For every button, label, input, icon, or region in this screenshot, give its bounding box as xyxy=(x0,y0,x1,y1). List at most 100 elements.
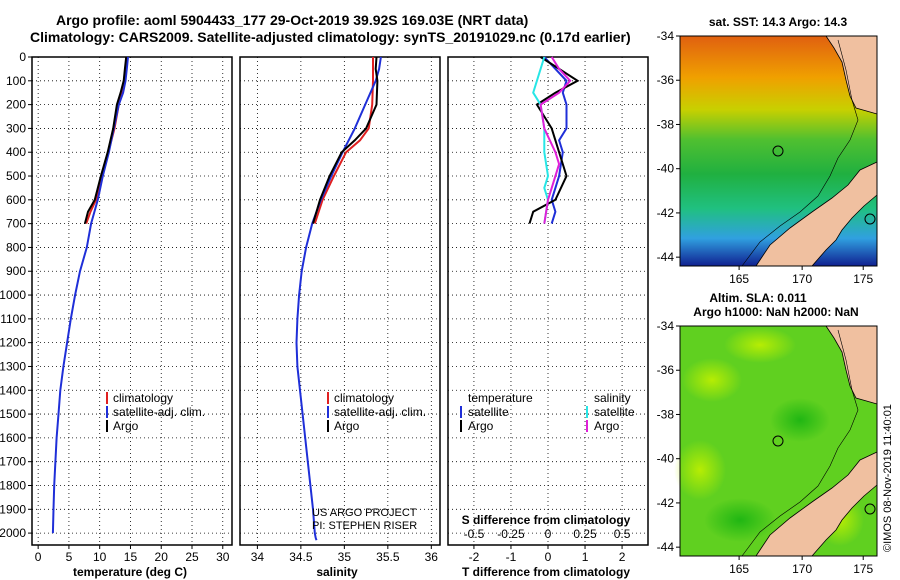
x-tick-label: 20 xyxy=(155,550,169,564)
sla-map: Altim. SLA: 0.011 Argo h1000: NaN h2000:… xyxy=(657,291,878,576)
legend-label-t-argo: Argo xyxy=(468,419,494,433)
sst-map-title: sat. SST: 14.3 Argo: 14.3 xyxy=(709,15,848,29)
series-line-s-satellite xyxy=(532,56,550,224)
x-tick-label: 35 xyxy=(338,550,352,564)
legend-label-argo: Argo xyxy=(113,419,139,433)
x-tick-label: 36 xyxy=(425,550,439,564)
x-tick-label: 25 xyxy=(185,550,199,564)
y-tick-label: 1100 xyxy=(0,312,26,326)
legend-label-s-satellite: satellite xyxy=(594,405,635,419)
map-x-tick-label: 165 xyxy=(729,562,749,576)
sla-map-subtitle: Argo h1000: NaN h2000: NaN xyxy=(693,305,858,319)
imos-timestamp: ©IMOS 08-Nov-2019 11:40:01 xyxy=(882,404,894,552)
map-y-tick-label: -40 xyxy=(657,452,675,466)
map-y-tick-label: -44 xyxy=(657,250,675,264)
sla-anomaly-blob xyxy=(770,398,830,442)
legend-label-argo: Argo xyxy=(334,419,360,433)
salinity-axis-label: salinity xyxy=(316,565,358,579)
map-y-tick-label: -34 xyxy=(657,319,675,333)
sst-bathymetry-contour xyxy=(741,39,859,267)
sla-anomaly-blob xyxy=(724,327,796,363)
map-y-tick-label: -38 xyxy=(657,407,675,421)
y-tick-label: 200 xyxy=(6,98,26,112)
x-tick-label: 30 xyxy=(216,550,230,564)
y-tick-label: 1900 xyxy=(0,502,26,516)
legend-title-temperature: temperature xyxy=(468,391,533,405)
depth-axis: 0 100 200 300 400 500 600 700 800 900 1000 1100 1200… xyxy=(0,50,32,540)
map-x-tick-label: 175 xyxy=(853,562,873,576)
sla-bathymetry-contour xyxy=(741,329,859,557)
series-line-argo xyxy=(83,56,128,224)
sst-map-axes: 165 170 175 -34 -36 -38 -40 -42 -44 xyxy=(657,29,874,286)
y-tick-label: 300 xyxy=(6,121,26,135)
salinity-series xyxy=(295,56,382,541)
sla-secondary-marker xyxy=(864,503,876,515)
x-tick-label: 0 xyxy=(35,550,42,564)
y-tick-label: 900 xyxy=(6,264,26,278)
map-y-tick-label: -36 xyxy=(657,73,675,87)
page-title-line1: Argo profile: aoml 5904433_177 29-Oct-20… xyxy=(56,12,529,28)
y-tick-label: 1300 xyxy=(0,359,26,373)
y-tick-label: 1600 xyxy=(0,431,26,445)
y-tick-label: 500 xyxy=(6,169,26,183)
y-tick-label: 800 xyxy=(6,240,26,254)
temperature-x-axis: 0 5 10 15 20 25 30 xyxy=(35,545,230,564)
y-tick-label: 1200 xyxy=(0,336,26,350)
series-line-climatology xyxy=(85,56,128,224)
map-y-tick-label: -34 xyxy=(657,29,675,43)
series-line-climatology xyxy=(313,57,374,224)
legend-label-satellite: satellite-adj. clim. xyxy=(113,405,205,419)
x-tick-label: 0 xyxy=(545,550,552,564)
s-difference-ticks: -0.5 -0.25 0 0.25 0.5 xyxy=(464,527,631,541)
s-diff-tick-label: 0.25 xyxy=(573,527,597,541)
sla-anomaly-blob xyxy=(704,498,776,542)
temperature-legend: climatology satellite-adj. clim. Argo xyxy=(106,391,205,433)
y-tick-label: 600 xyxy=(6,193,26,207)
sst-secondary-marker xyxy=(864,213,876,225)
difference-gridlines xyxy=(448,56,648,545)
map-y-tick-label: -40 xyxy=(657,162,675,176)
series-line-argo xyxy=(312,56,379,224)
sla-anomaly-blob xyxy=(682,358,742,402)
legend-label-climatology: climatology xyxy=(113,391,173,405)
y-tick-label: 100 xyxy=(6,74,26,88)
sst-argo-position xyxy=(772,145,784,157)
map-y-tick-label: -36 xyxy=(657,363,675,377)
legend-label-t-satellite: satellite xyxy=(468,405,509,419)
x-tick-label: -2 xyxy=(469,550,480,564)
temperature-gridlines xyxy=(32,56,232,545)
map-x-tick-label: 175 xyxy=(853,272,873,286)
map-y-tick-label: -42 xyxy=(657,206,675,220)
y-tick-label: 1700 xyxy=(0,455,26,469)
x-tick-label: 5 xyxy=(66,550,73,564)
difference-axis-label: T difference from climatology xyxy=(462,565,630,579)
temperature-panel xyxy=(31,56,233,546)
sla-map-title: Altim. SLA: 0.011 xyxy=(709,291,807,305)
series-line-satellite-adj-clim- xyxy=(295,56,382,541)
temperature-axis-label: temperature (deg C) xyxy=(73,565,187,579)
difference-panel xyxy=(447,56,649,546)
series-line-t-satellite xyxy=(543,56,568,224)
s-diff-tick-label: 0.5 xyxy=(614,527,631,541)
salinity-legend: climatology satellite-adj. clim. Argo US… xyxy=(312,391,426,532)
y-tick-label: 700 xyxy=(6,217,26,231)
map-x-tick-label: 165 xyxy=(729,272,749,286)
salinity-gridlines xyxy=(240,56,440,545)
salinity-plot-frame xyxy=(239,56,441,546)
legend-label-climatology: climatology xyxy=(334,391,394,405)
temperature-series xyxy=(51,56,129,534)
salinity-x-axis: 34 34.5 35 35.5 36 xyxy=(251,545,439,564)
difference-series xyxy=(528,56,580,224)
series-line-t-argo xyxy=(528,56,580,224)
salinity-panel xyxy=(239,56,441,546)
s-diff-tick-label: -0.5 xyxy=(464,527,485,541)
y-tick-label: 1500 xyxy=(0,407,26,421)
legend-label-satellite: satellite-adj. clim. xyxy=(334,405,426,419)
y-tick-label: 2000 xyxy=(0,526,26,540)
project-annotation-line1: US ARGO PROJECT xyxy=(312,507,417,519)
y-tick-label: 1400 xyxy=(0,383,26,397)
y-tick-label: 1000 xyxy=(0,288,26,302)
series-line-s-argo xyxy=(539,56,572,224)
map-y-tick-label: -44 xyxy=(657,540,675,554)
